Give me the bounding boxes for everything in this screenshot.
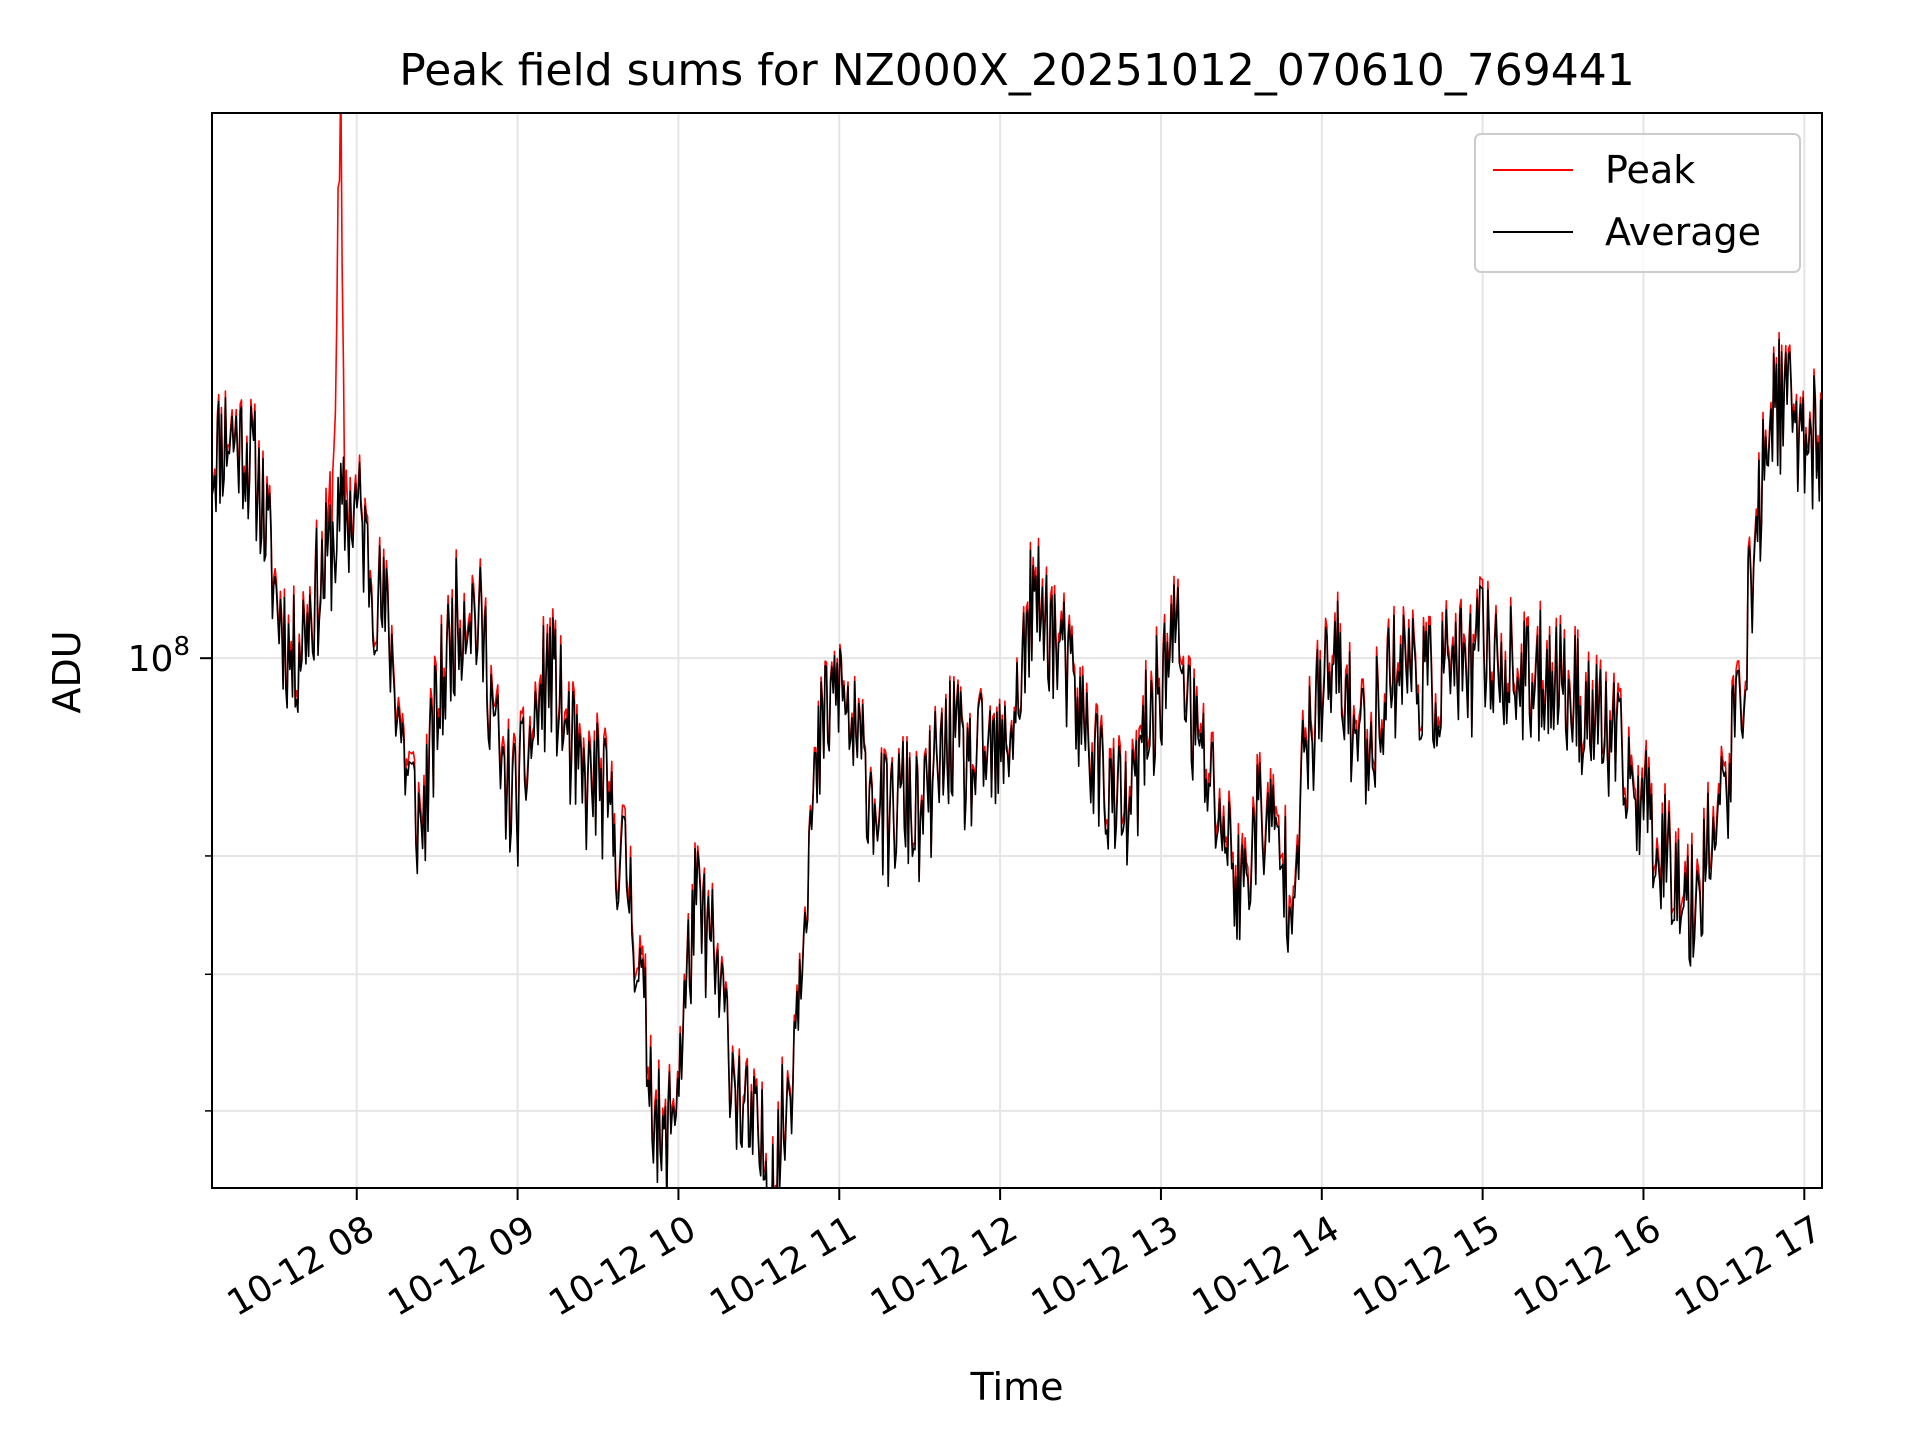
series-line-average	[212, 338, 1822, 1188]
y-axis: 108	[128, 632, 212, 1112]
legend-box	[1474, 133, 1801, 273]
x-axis-label: Time	[970, 1365, 1064, 1409]
series-layer	[212, 113, 1822, 1188]
legend-label-average: Average	[1605, 210, 1761, 254]
y-axis-label: ADU	[45, 630, 89, 713]
y-tick-label-0: 108	[128, 632, 190, 680]
plot-frame	[211, 112, 1823, 1189]
legend-label-peak: Peak	[1605, 148, 1695, 192]
chart-title: Peak field sums for NZ000X_20251012_0706…	[399, 45, 1635, 96]
legend: Peak Average	[1474, 133, 1801, 273]
